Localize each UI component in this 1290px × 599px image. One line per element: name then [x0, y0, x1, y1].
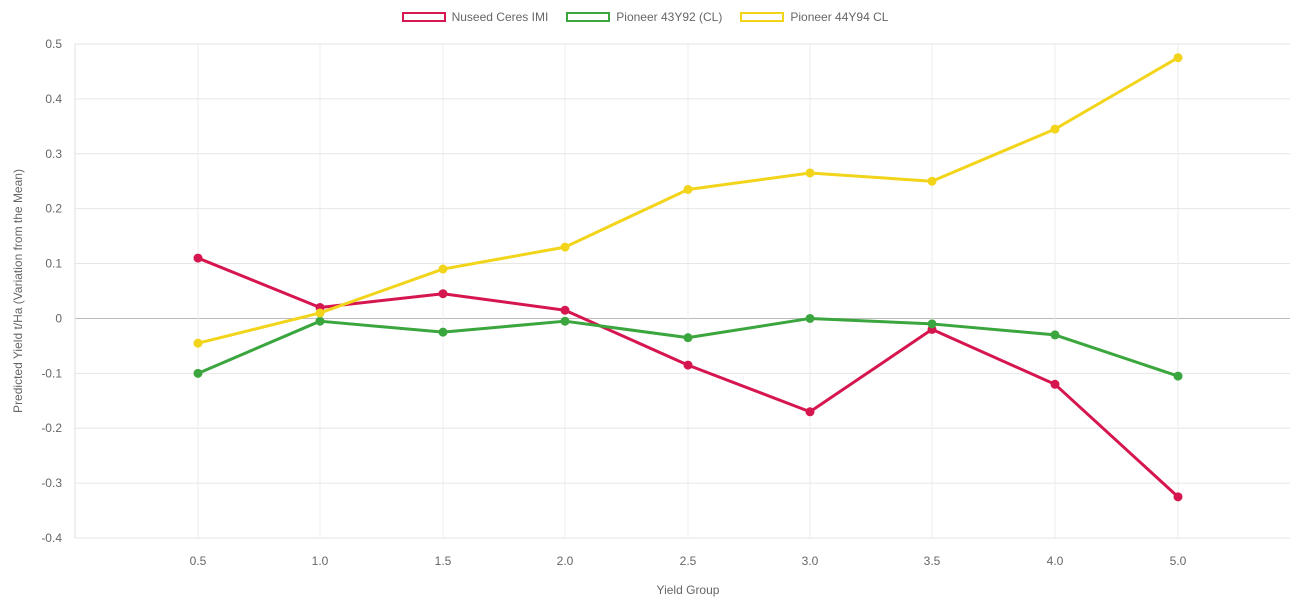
legend-item-pioneer-43y92[interactable]: Pioneer 43Y92 (CL): [566, 10, 722, 24]
data-point[interactable]: [438, 264, 448, 274]
x-tick-label: 0.5: [190, 554, 207, 568]
y-tick-label: -0.3: [41, 476, 62, 490]
x-tick-label: 1.5: [435, 554, 452, 568]
data-point[interactable]: [315, 308, 325, 318]
data-point[interactable]: [1173, 53, 1183, 63]
data-point[interactable]: [1050, 124, 1060, 134]
series-0: [193, 253, 1183, 502]
x-tick-label: 2.0: [557, 554, 574, 568]
x-tick-label: 3.5: [924, 554, 941, 568]
data-point[interactable]: [1050, 330, 1060, 340]
data-point[interactable]: [1050, 379, 1060, 389]
y-tick-label: -0.1: [41, 366, 62, 380]
data-point[interactable]: [560, 316, 570, 326]
tick-labels: 0.5 0.4 0.3 0.2 0.1 0 -0.1 -0.2 -0.3 -0.4 0.5 1.0 1.…: [41, 37, 1186, 568]
data-point[interactable]: [683, 184, 693, 194]
data-point[interactable]: [805, 407, 815, 417]
legend-swatch-pioneer-43y92: [566, 12, 611, 22]
series-1: [193, 313, 1183, 381]
legend-swatch-nuseed: [401, 12, 446, 22]
legend-swatch-pioneer-44y94: [740, 12, 785, 22]
data-point[interactable]: [315, 316, 325, 326]
x-tick-label: 4.0: [1047, 554, 1064, 568]
data-point[interactable]: [193, 338, 203, 348]
x-axis-title: Yield Group: [657, 583, 720, 597]
x-tick-label: 3.0: [802, 554, 819, 568]
data-point[interactable]: [438, 327, 448, 337]
y-tick-label: 0.3: [45, 147, 62, 161]
grid: [74, 43, 1290, 539]
x-tick-label: 5.0: [1170, 554, 1187, 568]
data-point[interactable]: [683, 333, 693, 343]
y-tick-label: 0.1: [45, 257, 62, 271]
data-point[interactable]: [560, 242, 570, 252]
data-point[interactable]: [927, 176, 937, 186]
legend-label-pioneer-44y94: Pioneer 44Y94 CL: [790, 10, 889, 24]
x-tick-label: 1.0: [312, 554, 329, 568]
x-tick-label: 2.5: [680, 554, 697, 568]
data-point[interactable]: [1173, 371, 1183, 381]
legend-label-nuseed: Nuseed Ceres IMI: [451, 10, 549, 24]
data-point[interactable]: [927, 319, 937, 329]
y-tick-label: -0.4: [41, 531, 62, 545]
series: [193, 53, 1183, 502]
y-tick-label: 0.4: [45, 92, 62, 106]
data-point[interactable]: [805, 168, 815, 178]
data-point[interactable]: [560, 305, 570, 315]
data-point[interactable]: [438, 289, 448, 299]
y-axis-title: Predicted Yield t/Ha (Variation from the…: [11, 169, 25, 413]
data-point[interactable]: [193, 253, 203, 263]
data-point[interactable]: [683, 360, 693, 370]
y-tick-label: 0.2: [45, 202, 62, 216]
data-point[interactable]: [1173, 492, 1183, 502]
data-point[interactable]: [193, 368, 203, 378]
y-tick-label: -0.2: [41, 421, 62, 435]
y-tick-label: 0: [55, 311, 62, 325]
legend-item-nuseed[interactable]: Nuseed Ceres IMI: [401, 10, 549, 24]
legend: Nuseed Ceres IMI Pioneer 43Y92 (CL) Pion…: [0, 10, 1290, 24]
data-point[interactable]: [805, 313, 815, 323]
series-2: [193, 53, 1183, 348]
y-tick-label: 0.5: [45, 37, 62, 51]
legend-item-pioneer-44y94[interactable]: Pioneer 44Y94 CL: [740, 10, 888, 24]
legend-label-pioneer-43y92: Pioneer 43Y92 (CL): [616, 10, 723, 24]
